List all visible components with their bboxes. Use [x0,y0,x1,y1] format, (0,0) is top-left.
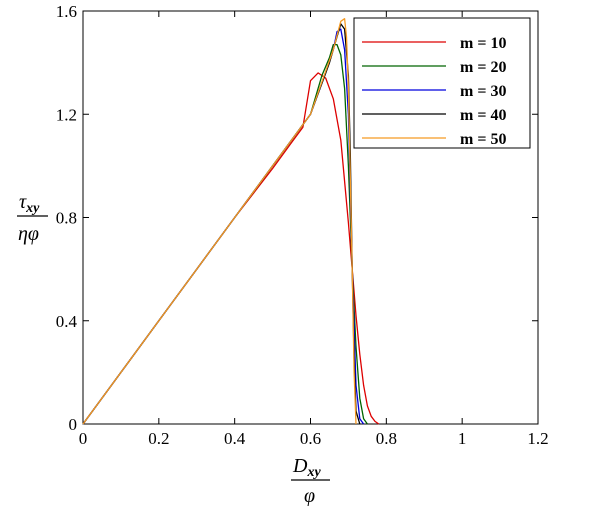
legend-label: m = 10 [460,35,506,52]
x-tick-label: 0.4 [224,429,246,448]
x-label-numerator: Dxy [292,455,321,480]
legend-label: m = 20 [460,59,506,76]
series-line-2 [82,43,368,425]
x-tick-labels: 0 0.2 0.4 0.6 0.8 1 1.2 [79,429,549,448]
y-tick-label: 1.2 [56,105,77,124]
legend-label: m = 40 [460,107,506,124]
x-tick-label: 1 [458,429,467,448]
y-tick-label: 0 [69,415,78,434]
y-label-denominator: ηφ [18,223,39,245]
series-line-5 [82,18,357,425]
x-tick-label: 0.8 [376,429,397,448]
series-lines [82,18,380,425]
legend-box [353,17,531,149]
y-axis-label: τxy ηφ [17,191,48,245]
tick-marks [82,10,539,425]
y-label-numerator: τxy [19,191,40,216]
y-tick-labels: 0 0.4 0.8 1.2 1.6 [56,2,78,434]
x-axis-label: Dxy φ [291,455,330,506]
legend: m = 10 m = 20 m = 30 m = 40 m = 50 [353,17,531,149]
x-tick-label: 0 [79,429,88,448]
series-line-4 [82,23,361,425]
series-line-1 [82,72,380,425]
x-label-denominator: φ [304,485,315,506]
y-tick-label: 0.8 [56,209,77,228]
x-tick-label: 0.6 [300,429,321,448]
y-tick-label: 1.6 [56,2,77,21]
x-tick-label: 0.2 [148,429,169,448]
x-tick-label: 1.2 [527,429,548,448]
y-tick-label: 0.4 [56,312,78,331]
series-line-3 [82,28,365,425]
legend-label: m = 50 [460,131,506,148]
legend-label: m = 30 [460,83,506,100]
